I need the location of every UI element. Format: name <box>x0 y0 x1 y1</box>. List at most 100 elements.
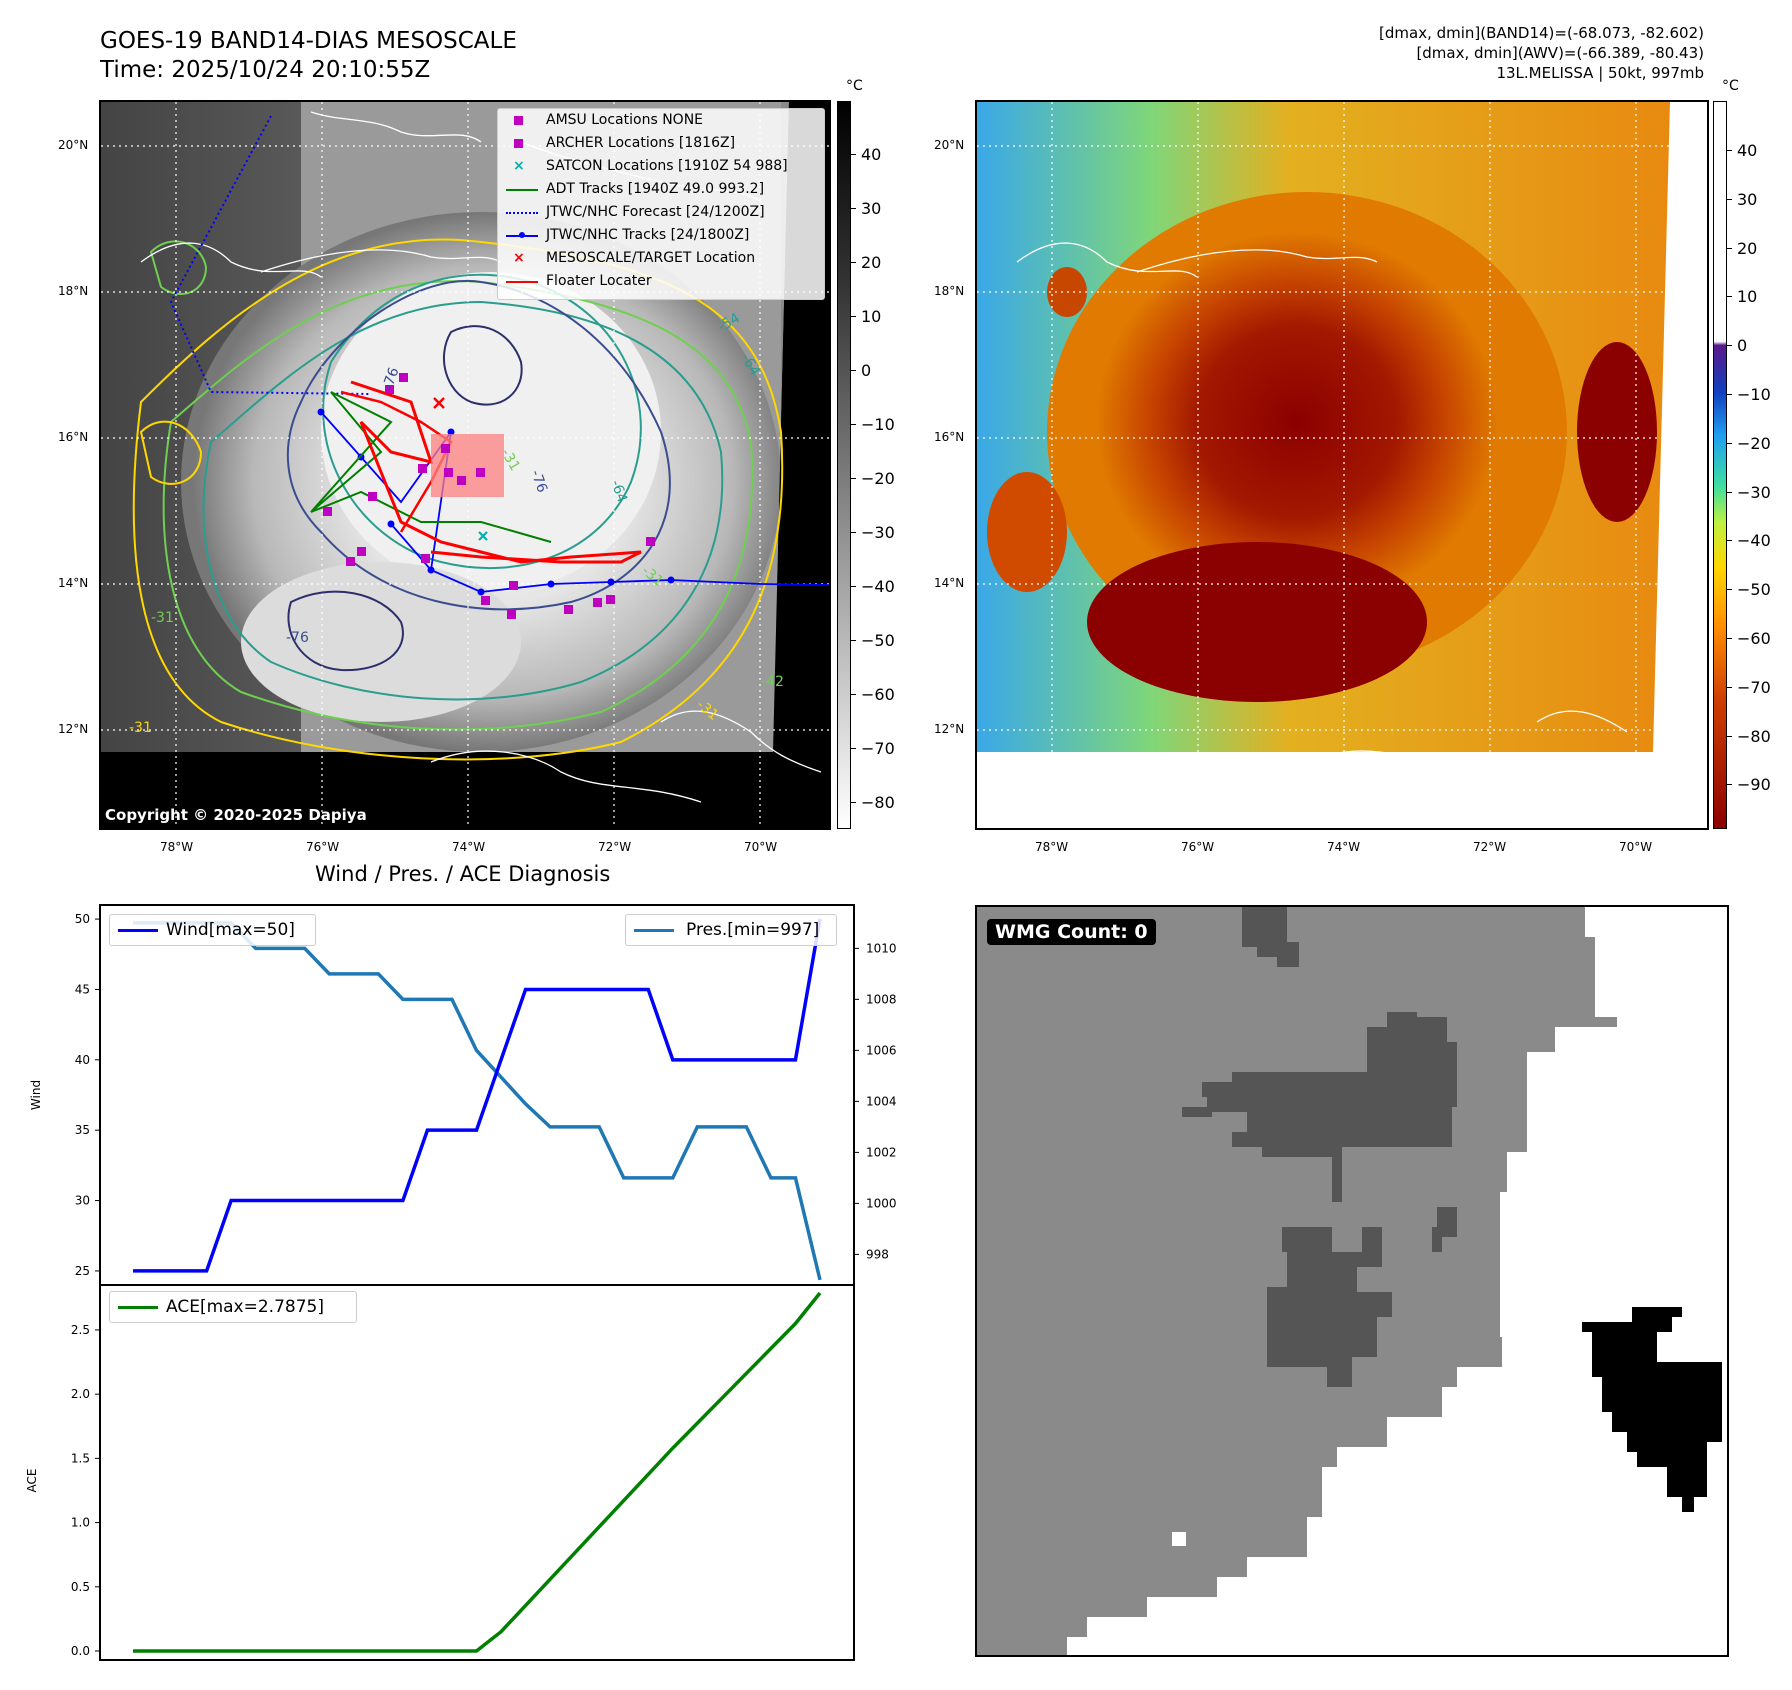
lat-label: 18°N <box>58 284 89 298</box>
colorbar-tick <box>1727 638 1732 639</box>
pressure-line <box>133 921 822 1281</box>
y-tick-label: 2.0 <box>71 1387 90 1401</box>
wmg-grid <box>977 907 1722 1655</box>
y-tick-label: 40 <box>75 1053 90 1067</box>
y-tick-label: 1000 <box>866 1196 897 1210</box>
colorbar-tick <box>1727 540 1732 542</box>
colorbar-tick-label: −10 <box>861 415 895 434</box>
wind-pressure-frame <box>99 904 855 1286</box>
y-tick-label: 45 <box>75 982 90 996</box>
ace-frame <box>99 1284 855 1661</box>
legend-amsu: AMSU Locations NONE <box>498 109 824 132</box>
x-marker-icon: × <box>513 158 525 174</box>
y-tick-label: 1006 <box>866 1043 897 1057</box>
ir-map-image: -76 -76 -64 -54 -64 -31 -76 -31 -31 -42 … <box>101 102 829 828</box>
lat-label: 16°N <box>58 430 89 444</box>
lon-label: 70°W <box>744 840 778 854</box>
lon-label: 72°W <box>598 840 632 854</box>
awv-colorbar <box>1713 101 1727 829</box>
figure-time: Time: 2025/10/24 20:10:55Z <box>100 57 431 83</box>
lon-label: 76°W <box>1181 840 1215 854</box>
legend-satcon: × SATCON Locations [1910Z 54 988] <box>498 155 824 178</box>
colorbar-tick-label: −90 <box>1737 775 1771 795</box>
legend-forecast: JTWC/NHC Forecast [24/1200Z] <box>498 201 824 224</box>
colorbar-tick-label: −50 <box>1737 580 1771 600</box>
copyright: Copyright © 2020-2025 Dapiya <box>105 806 367 824</box>
colorbar-tick <box>1727 442 1732 444</box>
colorbar-tick-label: 30 <box>861 199 882 218</box>
colorbar-tick-label: −70 <box>1737 677 1771 697</box>
wmg-panel: WMG Count: 0 <box>975 905 1729 1657</box>
lat-label: 20°N <box>58 138 89 152</box>
y-tick-label: 0.5 <box>71 1580 90 1594</box>
legend-tracks: JTWC/NHC Tracks [24/1800Z] <box>498 224 824 247</box>
map-legend: AMSU Locations NONE ARCHER Locations [18… <box>497 108 825 300</box>
ace-line <box>133 1291 822 1653</box>
wmg-count-label: WMG Count: 0 <box>987 919 1156 945</box>
wind-axis-label: Wind <box>29 1080 43 1110</box>
y-tick-label: 1002 <box>866 1145 897 1159</box>
lat-label: 16°N <box>934 430 965 444</box>
colorbar-tick-label: 0 <box>861 361 872 380</box>
colorbar-tick-label: −60 <box>1737 629 1771 648</box>
colorbar-tick <box>851 154 856 155</box>
color-map-panel <box>975 100 1709 830</box>
y-tick-label: 35 <box>75 1123 90 1137</box>
colorbar-tick <box>1727 686 1732 688</box>
colorbar-tick <box>1727 589 1732 591</box>
lat-label: 14°N <box>934 576 965 590</box>
y-tick-label: 998 <box>866 1247 889 1261</box>
contour-label: -64 <box>607 478 630 505</box>
legend-floater: Floater Locater <box>498 270 824 293</box>
contour-label: -76 <box>380 365 403 392</box>
colorbar-tick <box>851 208 856 209</box>
y-tick-label: 1010 <box>866 941 897 955</box>
colorbar-tick-label: −30 <box>1737 482 1771 502</box>
colorbar-tick-label: 10 <box>861 307 882 326</box>
colorbar-tick <box>1727 296 1732 298</box>
figure-title: GOES-19 BAND14-DIAS MESOSCALE <box>100 28 517 54</box>
colorbar-tick <box>851 694 856 695</box>
y-tick-label: 50 <box>75 912 90 926</box>
lat-label: 12°N <box>58 722 89 736</box>
lon-label: 74°W <box>452 840 486 854</box>
y-tick-label: 2.5 <box>71 1323 90 1337</box>
y-tick-label: 1.5 <box>71 1451 90 1465</box>
lon-label: 70°W <box>1619 840 1653 854</box>
ir-map-panel: -76 -76 -64 -54 -64 -31 -76 -31 -31 -42 … <box>99 100 831 830</box>
colorbar-tick <box>1727 735 1732 737</box>
colorbar-tick-label: −70 <box>861 739 895 758</box>
wind-legend: Wind[max=50] <box>109 914 316 946</box>
lat-label: 20°N <box>934 138 965 152</box>
lon-label: 78°W <box>160 840 194 854</box>
lon-label: 74°W <box>1327 840 1361 854</box>
y-tick-label: 0.0 <box>71 1644 90 1658</box>
colorbar-tick <box>851 802 856 803</box>
color-map-image <box>977 102 1707 828</box>
ir-colorbar <box>837 101 851 829</box>
legend-archer: ARCHER Locations [1816Z] <box>498 132 824 155</box>
colorbar-tick-label: 40 <box>861 145 882 164</box>
colorbar-tick-label: −20 <box>861 469 895 488</box>
colorbar-tick <box>851 586 856 587</box>
colorbar-unit: °C <box>846 78 863 94</box>
colorbar-tick <box>851 316 856 317</box>
colorbar-tick <box>1727 345 1732 347</box>
y-tick-label: 30 <box>75 1194 90 1208</box>
colorbar-tick <box>851 262 856 263</box>
colorbar-tick <box>1727 394 1732 395</box>
pres-legend: Pres.[min=997] <box>625 914 837 946</box>
contour-label: -42 <box>761 674 784 690</box>
stats-band14: [dmax, dmin](BAND14)=(-68.073, -82.602) <box>1379 24 1704 42</box>
colorbar-tick-label: −60 <box>861 685 895 704</box>
diagnosis-chart: 25 30 35 40 45 50 998 1000 1002 1004 1006 1008 1010 0… <box>25 904 897 1661</box>
stats-awv: [dmax, dmin](AWV)=(-66.389, -80.43) <box>1416 44 1704 62</box>
lat-label: 18°N <box>934 284 965 298</box>
colorbar-tick-label: 30 <box>1737 189 1758 209</box>
lon-label: 72°W <box>1473 840 1507 854</box>
lon-label: 76°W <box>306 840 340 854</box>
ace-axis-label: ACE <box>25 1469 39 1493</box>
lon-label: 78°W <box>1035 840 1069 854</box>
colorbar-tick <box>1727 491 1732 493</box>
colorbar-unit: °C <box>1722 78 1739 94</box>
